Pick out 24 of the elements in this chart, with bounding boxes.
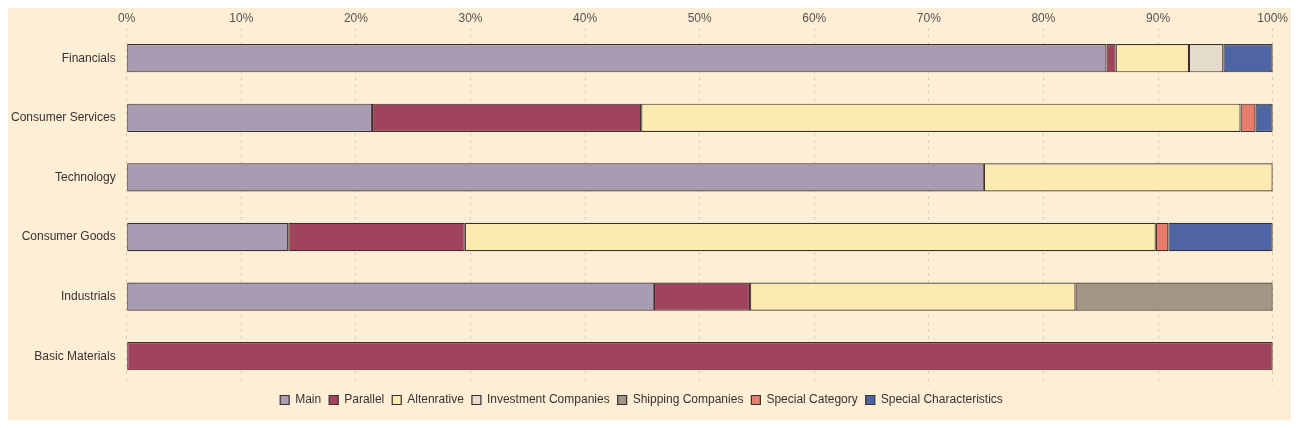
- y-tick-label: Financials: [61, 50, 116, 65]
- x-tick-label: 80%: [1031, 10, 1056, 25]
- y-tick-label: Industrials: [61, 288, 116, 303]
- x-tick-label: 40%: [573, 10, 598, 25]
- legend-label: Special Category: [766, 392, 858, 407]
- legend-label: Investment Companies: [486, 392, 610, 407]
- y-tick-label: Basic Materials: [34, 348, 116, 363]
- y-tick-label: Technology: [54, 169, 116, 184]
- x-tick-label: 50%: [687, 10, 713, 25]
- y-tick-label: Consumer Services: [11, 110, 116, 125]
- x-tick-label: 20%: [343, 10, 369, 25]
- x-tick-label: 10%: [229, 10, 254, 25]
- legend-label: Parallel: [344, 392, 385, 407]
- legend-label: Special Characteristics: [880, 392, 1003, 407]
- x-tick-label: 30%: [458, 10, 483, 25]
- y-tick-label: Consumer Goods: [21, 229, 116, 244]
- legend-label: Main: [295, 392, 322, 407]
- x-tick-label: 0%: [118, 10, 136, 25]
- x-tick-label: 100%: [1257, 10, 1289, 25]
- x-tick-label: 70%: [916, 10, 942, 25]
- legend-label: Shipping Companies: [632, 392, 744, 407]
- legend-label: Altenrative: [407, 392, 465, 407]
- x-tick-label: 90%: [1146, 10, 1171, 25]
- x-tick-label: 60%: [802, 10, 827, 25]
